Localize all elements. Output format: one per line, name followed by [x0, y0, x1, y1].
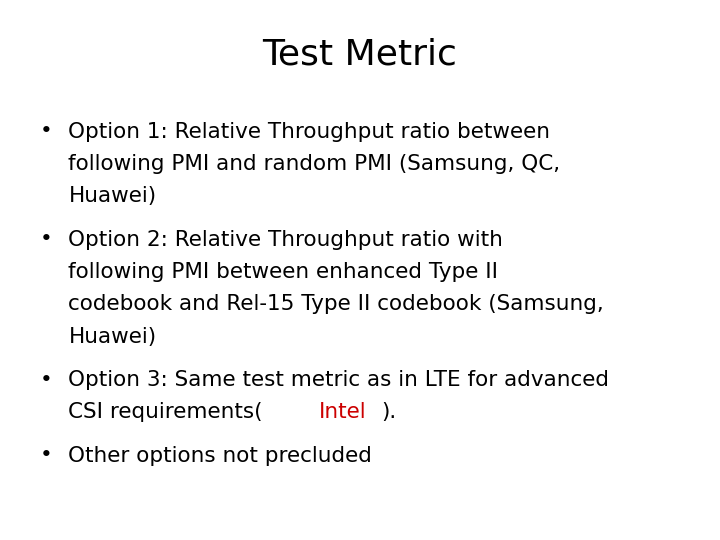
Text: Intel: Intel — [320, 402, 367, 422]
Text: Huawei): Huawei) — [68, 186, 156, 206]
Text: •: • — [40, 446, 53, 465]
Text: Other options not precluded: Other options not precluded — [68, 446, 372, 465]
Text: Huawei): Huawei) — [68, 327, 156, 347]
Text: •: • — [40, 122, 53, 141]
Text: Option 2: Relative Throughput ratio with: Option 2: Relative Throughput ratio with — [68, 230, 503, 249]
Text: ).: ). — [381, 402, 396, 422]
Text: Option 3: Same test metric as in LTE for advanced: Option 3: Same test metric as in LTE for… — [68, 370, 609, 390]
Text: following PMI between enhanced Type II: following PMI between enhanced Type II — [68, 262, 498, 282]
Text: Option 1: Relative Throughput ratio between: Option 1: Relative Throughput ratio betw… — [68, 122, 550, 141]
Text: •: • — [40, 230, 53, 249]
Text: Test Metric: Test Metric — [263, 38, 457, 72]
Text: •: • — [40, 370, 53, 390]
Text: following PMI and random PMI (Samsung, QC,: following PMI and random PMI (Samsung, Q… — [68, 154, 561, 174]
Text: CSI requirements(: CSI requirements( — [68, 402, 263, 422]
Text: codebook and Rel-15 Type II codebook (Samsung,: codebook and Rel-15 Type II codebook (Sa… — [68, 294, 604, 314]
